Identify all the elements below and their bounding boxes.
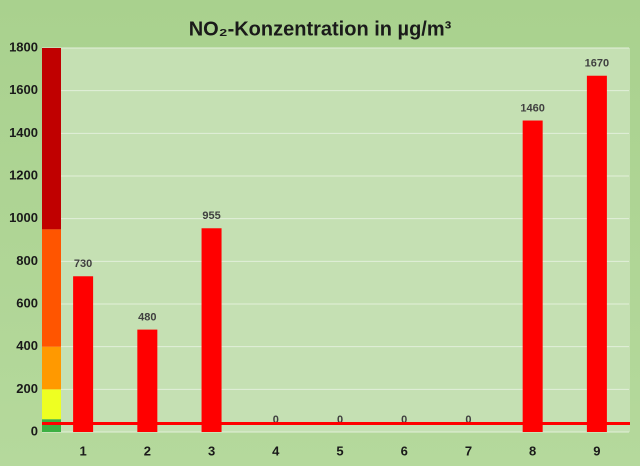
bar	[586, 75, 607, 432]
y-tick-label: 1400	[9, 125, 38, 140]
value-label: 480	[138, 312, 156, 324]
bar	[201, 228, 222, 432]
x-tick-label: 6	[401, 443, 408, 458]
value-label: 0	[401, 414, 407, 426]
y-tick-label: 0	[31, 423, 38, 438]
y-tick-label: 1800	[9, 39, 38, 54]
value-label: 0	[273, 414, 279, 426]
value-label: 0	[465, 414, 471, 426]
x-tick-label: 9	[593, 443, 600, 458]
bar	[137, 329, 158, 432]
value-label: 1670	[585, 58, 609, 70]
y-tick-label: 800	[16, 253, 38, 268]
value-label: 955	[202, 210, 220, 222]
scale-band	[42, 419, 61, 432]
x-tick-label: 5	[336, 443, 343, 458]
y-tick-label: 400	[16, 338, 38, 353]
scale-band	[42, 346, 61, 390]
value-label: 730	[74, 258, 92, 270]
x-tick-label: 4	[272, 443, 280, 458]
scale-band	[42, 48, 61, 230]
bar	[522, 120, 543, 433]
scale-band	[42, 389, 61, 420]
y-tick-label: 1200	[9, 167, 38, 182]
x-tick-label: 2	[144, 443, 151, 458]
y-tick-label: 1600	[9, 82, 38, 97]
value-label: 0	[337, 414, 343, 426]
x-tick-label: 8	[529, 443, 536, 458]
y-tick-label: 600	[16, 295, 38, 310]
y-tick-label: 1000	[9, 210, 38, 225]
x-tick-label: 7	[465, 443, 472, 458]
x-tick-label: 1	[79, 443, 86, 458]
scale-band	[42, 229, 61, 347]
value-label: 1460	[520, 102, 544, 114]
chart-title: NO₂-Konzentration in µg/m³	[189, 18, 452, 40]
bar	[73, 276, 94, 432]
y-tick-label: 200	[16, 381, 38, 396]
x-tick-label: 3	[208, 443, 215, 458]
